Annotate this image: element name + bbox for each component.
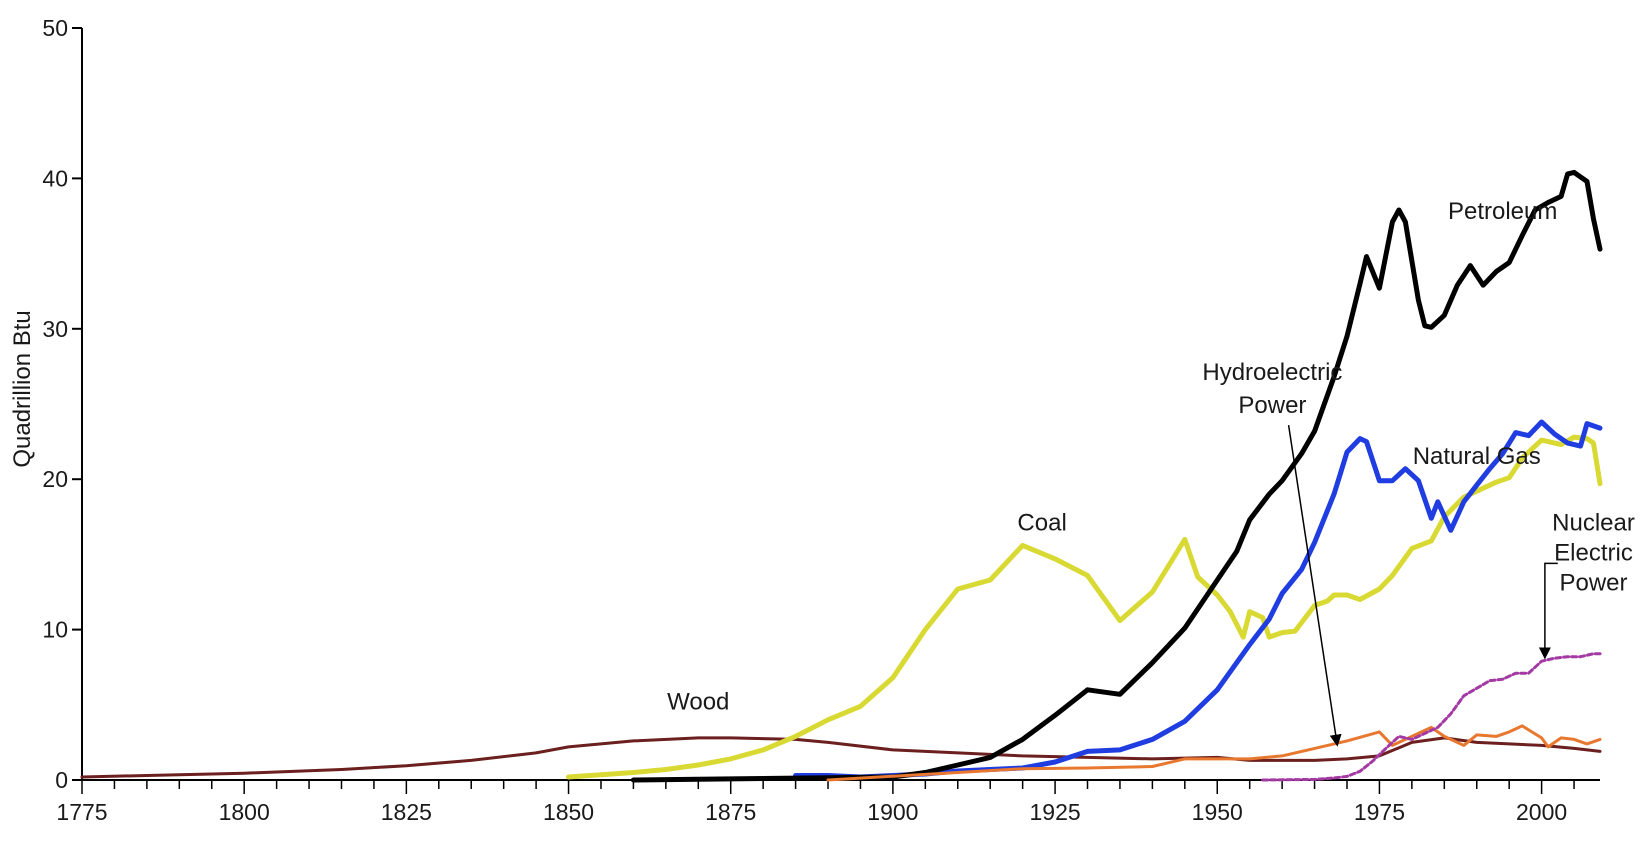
x-tick-label: 1825	[381, 799, 432, 825]
x-tick-label: 1975	[1354, 799, 1405, 825]
y-tick-label: 20	[42, 466, 68, 492]
x-tick-label: 1900	[867, 799, 918, 825]
series-line-coal	[566, 434, 1603, 780]
series-line-hydroelectric-power	[826, 724, 1602, 782]
y-tick-label: 0	[55, 767, 68, 793]
series-label-hydroelectric-power: Hydroelectric	[1202, 359, 1342, 386]
x-tick-label: 1775	[56, 799, 107, 825]
y-tick-label: 30	[42, 316, 68, 342]
x-tick-label: 1850	[543, 799, 594, 825]
x-tick-label: 2000	[1516, 799, 1567, 825]
series-label-nuclear-electric-power: Electric	[1554, 539, 1633, 566]
series-label-wood: Wood	[667, 688, 729, 715]
x-tick-label: 1875	[705, 799, 756, 825]
axes: 1775 1800 1825 1850 1875 1900 1925 1950 1975 2000…	[9, 15, 1600, 825]
series-line-natural-gas	[793, 419, 1603, 780]
annotation-arrow-hydroelectric-power	[1287, 424, 1342, 747]
series-label-natural-gas: Natural Gas	[1413, 443, 1541, 470]
series-label-petroleum: Petroleum	[1448, 198, 1557, 225]
y-axis-title: Quadrillion Btu	[9, 310, 36, 467]
series-label-coal: Coal	[1017, 509, 1066, 536]
x-tick-label: 1925	[1029, 799, 1080, 825]
y-tick-label: 10	[42, 617, 68, 643]
series-line-nuclear-electric-power	[1261, 652, 1602, 782]
y-tick-label: 40	[42, 165, 68, 191]
series-layer	[80, 169, 1603, 783]
series-label-nuclear-electric-power: Power	[1559, 569, 1627, 596]
x-tick-label: 1950	[1192, 799, 1243, 825]
series-label-nuclear-electric-power: Nuclear	[1552, 509, 1635, 536]
series-line-petroleum	[630, 169, 1603, 783]
annotation-arrow-nuclear-electric-power	[1538, 562, 1558, 660]
annotation-layer: Wood Coal Petroleum Natural Gas Hydroelectri…	[667, 198, 1635, 747]
series-line-wood	[80, 736, 1602, 779]
x-tick-label: 1800	[219, 799, 270, 825]
y-tick-label: 50	[42, 15, 68, 41]
series-label-hydroelectric-power: Power	[1238, 392, 1306, 419]
